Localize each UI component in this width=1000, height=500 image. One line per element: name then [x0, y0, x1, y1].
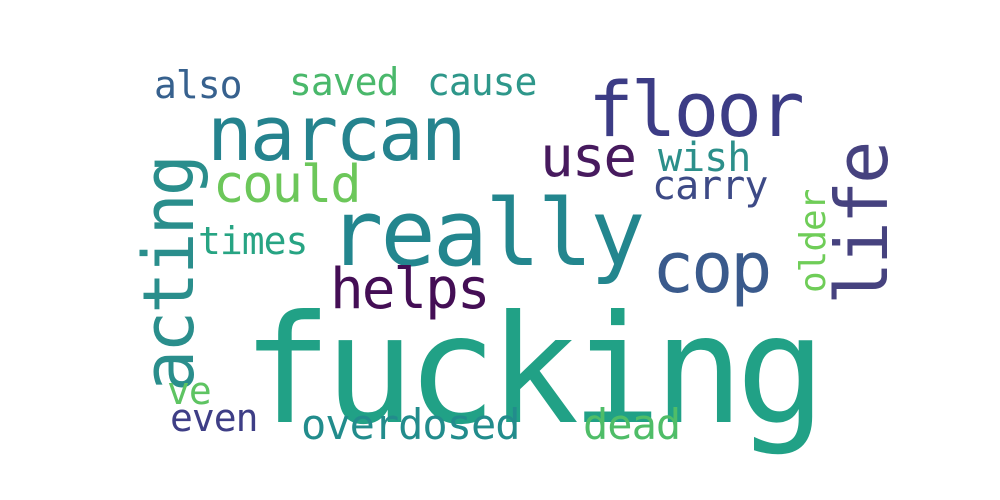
word-dead: dead [583, 400, 681, 449]
word-helps: helps [330, 257, 491, 322]
word-acting: acting [128, 157, 210, 392]
word-floor: floor [588, 65, 805, 154]
word-times: times [198, 219, 308, 263]
word-wish: wish [658, 135, 751, 181]
word-cause: cause [427, 60, 537, 104]
word-could: could [213, 155, 362, 215]
word-overdosed: overdosed [301, 400, 521, 449]
word-narcan: narcan [207, 89, 467, 178]
word-also: also [154, 63, 243, 107]
word-really: really [328, 180, 645, 287]
word-cop: cop [652, 227, 772, 309]
word-ve: ve [167, 369, 212, 413]
word-carry: carry [652, 163, 768, 209]
word-fucking: fucking [242, 284, 826, 458]
word-older: older [793, 189, 834, 293]
word-use: use [540, 125, 637, 190]
word-even: even [170, 396, 259, 440]
word-saved: saved [289, 60, 399, 104]
word-life: life [820, 143, 904, 305]
